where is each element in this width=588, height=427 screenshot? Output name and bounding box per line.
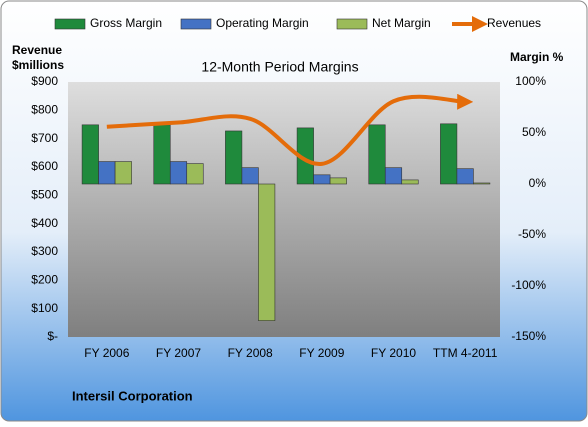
bar (98, 161, 116, 185)
bar (456, 168, 474, 185)
revenue-line (106, 93, 474, 166)
y-tick-label: $- (47, 329, 58, 343)
bar (401, 179, 419, 185)
y-tick-label: $400 (31, 216, 58, 230)
bar (169, 161, 188, 185)
legend-label: Gross Margin (90, 16, 162, 30)
y-tick-label: $900 (31, 74, 58, 88)
bar (225, 130, 243, 185)
bar (114, 161, 132, 185)
y-tick-label: $700 (31, 131, 58, 145)
y-axis-title: $millions (12, 58, 64, 72)
y2-tick-label: -50% (518, 227, 546, 241)
y-axis-title: Revenue (12, 43, 62, 57)
bar (368, 124, 386, 185)
y-tick-label: $600 (31, 159, 58, 173)
x-tick-label: TTM 4-2011 (433, 346, 498, 360)
y-tick-label: $200 (31, 273, 58, 287)
chart-title: 12-Month Period Margins (201, 59, 358, 75)
legend-swatch (336, 18, 368, 30)
bar (81, 124, 99, 185)
bar (473, 182, 491, 185)
y2-tick-label: -150% (511, 329, 546, 343)
legend-swatch (54, 18, 86, 30)
bar (384, 167, 403, 185)
legend-label: Revenues (487, 16, 541, 30)
y-tick-label: $500 (31, 188, 58, 202)
bar (313, 174, 331, 185)
bar (241, 167, 259, 185)
legend-swatch (180, 18, 212, 30)
y2-tick-label: 0% (529, 176, 547, 190)
plot-area (68, 82, 500, 337)
y2-axis-title: Margin % (510, 50, 564, 64)
x-tick-label: FY 2010 (371, 346, 416, 360)
legend-label: Net Margin (372, 16, 431, 30)
y2-tick-label: 50% (522, 125, 546, 139)
footer: Intersil Corporation (72, 388, 193, 403)
y-tick-label: $100 (31, 301, 58, 315)
y-tick-label: $800 (31, 103, 58, 117)
legend-label: Operating Margin (216, 16, 309, 30)
bar (440, 123, 458, 185)
y-tick-label: $300 (31, 244, 58, 258)
x-tick-label: FY 2009 (299, 346, 344, 360)
y2-tick-label: 100% (515, 74, 546, 88)
bar (329, 177, 347, 185)
x-tick-label: FY 2006 (84, 346, 129, 360)
y2-tick-label: -100% (511, 278, 546, 292)
bar (153, 124, 171, 185)
bar (186, 163, 204, 185)
x-tick-label: FY 2007 (156, 346, 201, 360)
x-tick-label: FY 2008 (228, 346, 273, 360)
bar (258, 183, 276, 321)
